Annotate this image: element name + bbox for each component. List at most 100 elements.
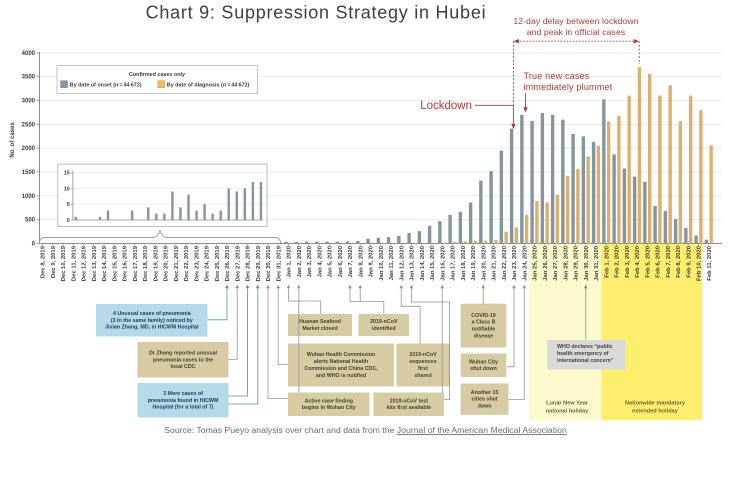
svg-text:Dec 28, 2019: Dec 28, 2019 — [246, 245, 252, 281]
svg-text:Feb 9, 2020: Feb 9, 2020 — [687, 245, 693, 277]
svg-text:Dec 26, 2019: Dec 26, 2019 — [225, 245, 231, 281]
svg-text:Feb 6, 2020: Feb 6, 2020 — [656, 245, 662, 277]
svg-text:Jan 1, 2020: Jan 1, 2020 — [287, 245, 293, 277]
svg-text:Jan 5, 2020: Jan 5, 2020 — [328, 245, 334, 277]
svg-text:5: 5 — [67, 202, 70, 208]
svg-text:Jan 21, 2020: Jan 21, 2020 — [492, 245, 498, 280]
svg-text:Jan 30, 2020: Jan 30, 2020 — [584, 245, 590, 280]
svg-text:15: 15 — [64, 170, 70, 176]
svg-text:10: 10 — [64, 186, 70, 192]
svg-text:Chart 9: Suppression Strategy: Chart 9: Suppression Strategy in Hubei — [146, 2, 487, 22]
svg-text:Dec 19, 2019: Dec 19, 2019 — [153, 245, 159, 281]
svg-text:2500: 2500 — [22, 122, 36, 128]
svg-text:Jan 27, 2020: Jan 27, 2020 — [553, 245, 559, 280]
svg-text:Feb 2, 2020: Feb 2, 2020 — [615, 245, 621, 277]
svg-text:Jan 29, 2020: Jan 29, 2020 — [574, 245, 580, 280]
svg-text:4 Unusual cases of pneumonia(3: 4 Unusual cases of pneumonia (3 in the sa… — [105, 311, 199, 331]
svg-text:Jan 28, 2020: Jan 28, 2020 — [564, 245, 570, 280]
svg-text:Jan 31, 2020: Jan 31, 2020 — [594, 245, 600, 280]
svg-text:Dec 9, 2019: Dec 9, 2019 — [51, 245, 57, 278]
svg-text:Jan 2, 2020: Jan 2, 2020 — [297, 245, 303, 277]
svg-text:0: 0 — [67, 218, 70, 224]
svg-text:Dec 29, 2019: Dec 29, 2019 — [256, 245, 262, 281]
svg-text:Dec 25, 2019: Dec 25, 2019 — [215, 245, 221, 281]
svg-text:Dec 18, 2019: Dec 18, 2019 — [143, 245, 149, 281]
svg-text:Lockdown: Lockdown — [420, 100, 472, 112]
svg-text:Dec 11, 2019: Dec 11, 2019 — [72, 245, 78, 281]
svg-text:Jan 18, 2020: Jan 18, 2020 — [461, 245, 467, 280]
svg-text:Jan 9, 2020: Jan 9, 2020 — [369, 245, 375, 277]
svg-text:Source: Tomas Pueyo analysis o: Source: Tomas Pueyo analysis over chart … — [164, 425, 567, 435]
svg-text:Dec 23, 2019: Dec 23, 2019 — [194, 245, 200, 281]
svg-text:Jan 4, 2020: Jan 4, 2020 — [317, 245, 323, 277]
svg-text:By date of onset (n = 44 672): By date of onset (n = 44 672) — [70, 83, 142, 89]
svg-text:Jan 3, 2020: Jan 3, 2020 — [307, 245, 313, 277]
svg-text:Dec 10, 2019: Dec 10, 2019 — [61, 245, 67, 281]
svg-text:Feb 10, 2020: Feb 10, 2020 — [697, 245, 703, 281]
svg-text:Jan 14, 2020: Jan 14, 2020 — [420, 245, 426, 280]
svg-text:Dec 15, 2019: Dec 15, 2019 — [113, 245, 119, 281]
svg-text:3500: 3500 — [22, 75, 36, 81]
svg-text:Jan 17, 2020: Jan 17, 2020 — [451, 245, 457, 280]
svg-text:Feb 3, 2020: Feb 3, 2020 — [625, 245, 631, 277]
svg-text:Feb 8, 2020: Feb 8, 2020 — [676, 245, 682, 277]
svg-text:Jan 10, 2020: Jan 10, 2020 — [379, 245, 385, 280]
svg-text:Dec 31, 2019: Dec 31, 2019 — [276, 245, 282, 281]
svg-text:Jan 25, 2020: Jan 25, 2020 — [533, 245, 539, 280]
svg-text:Dec 22, 2019: Dec 22, 2019 — [184, 245, 190, 281]
svg-text:Dec 27, 2019: Dec 27, 2019 — [235, 245, 241, 281]
svg-text:Dec 30, 2019: Dec 30, 2019 — [266, 245, 272, 281]
svg-text:500: 500 — [25, 218, 36, 224]
svg-text:Feb 11, 2020: Feb 11, 2020 — [707, 245, 713, 280]
svg-text:3000: 3000 — [22, 99, 36, 105]
svg-text:2000: 2000 — [22, 146, 36, 152]
svg-text:Jan 15, 2020: Jan 15, 2020 — [430, 245, 436, 280]
svg-text:Dec 20, 2019: Dec 20, 2019 — [164, 245, 170, 281]
svg-text:Feb 7, 2020: Feb 7, 2020 — [666, 245, 672, 277]
svg-text:1000: 1000 — [22, 194, 36, 200]
svg-text:Jan 19, 2020: Jan 19, 2020 — [471, 245, 477, 280]
svg-text:Jan 24, 2020: Jan 24, 2020 — [523, 245, 529, 280]
svg-text:Jan 6, 2020: Jan 6, 2020 — [338, 245, 344, 277]
svg-text:Dec 21, 2019: Dec 21, 2019 — [174, 245, 180, 281]
svg-text:Dec 8, 2019: Dec 8, 2019 — [41, 245, 47, 278]
svg-text:Dec 24, 2019: Dec 24, 2019 — [205, 245, 211, 281]
svg-text:Jan 16, 2020: Jan 16, 2020 — [440, 245, 446, 280]
svg-text:Feb 1, 2020: Feb 1, 2020 — [605, 245, 611, 277]
svg-text:4000: 4000 — [22, 51, 36, 57]
svg-text:Jan 7, 2020: Jan 7, 2020 — [348, 245, 354, 277]
svg-text:Dec 12, 2019: Dec 12, 2019 — [82, 245, 88, 281]
svg-text:Jan 22, 2020: Jan 22, 2020 — [502, 245, 508, 280]
svg-text:Jan 8, 2020: Jan 8, 2020 — [358, 245, 364, 277]
svg-text:No. of cases: No. of cases — [10, 122, 16, 158]
svg-text:Jan 12, 2020: Jan 12, 2020 — [399, 245, 405, 280]
svg-text:0: 0 — [32, 242, 36, 248]
svg-text:Jan 11, 2020: Jan 11, 2020 — [389, 245, 395, 280]
svg-text:1500: 1500 — [22, 170, 36, 176]
svg-text:Jan 23, 2020: Jan 23, 2020 — [512, 245, 518, 280]
svg-text:Dec 17, 2019: Dec 17, 2019 — [133, 245, 139, 281]
svg-text:Feb 4, 2020: Feb 4, 2020 — [635, 245, 641, 277]
svg-text:Jan 20, 2020: Jan 20, 2020 — [481, 245, 487, 280]
svg-text:Dec 14, 2019: Dec 14, 2019 — [102, 245, 108, 281]
svg-text:Feb 5, 2020: Feb 5, 2020 — [646, 245, 652, 277]
svg-text:Dec 13, 2019: Dec 13, 2019 — [92, 245, 98, 281]
svg-text:Jan 13, 2020: Jan 13, 2020 — [410, 245, 416, 280]
svg-text:By date of diagnosis (n = 44 6: By date of diagnosis (n = 44 672) — [167, 83, 250, 89]
